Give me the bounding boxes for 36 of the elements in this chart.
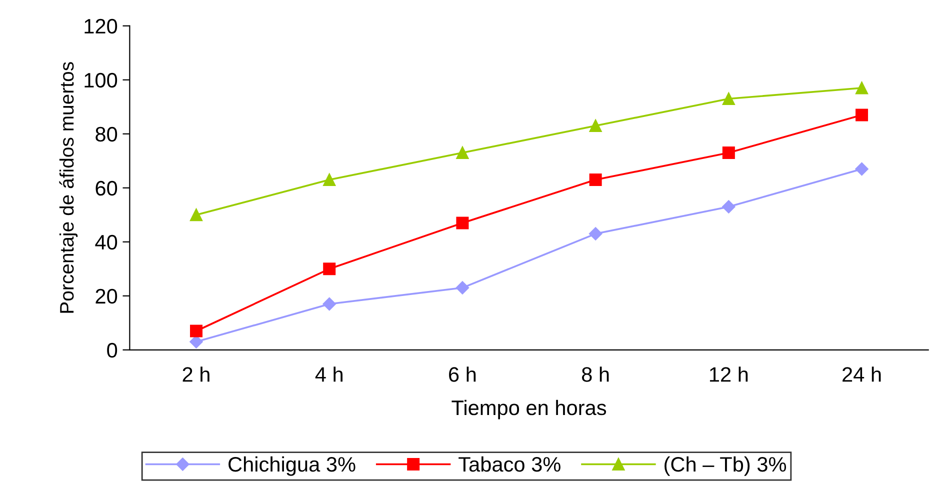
y-tick-label: 0 xyxy=(107,342,118,358)
x-axis-title: Tiempo en horas xyxy=(452,400,606,420)
x-tick-label: 2 h xyxy=(182,366,210,382)
x-tick-label: 6 h xyxy=(449,366,476,382)
x-tick-label: 8 h xyxy=(582,366,609,382)
y-tick-label: 40 xyxy=(95,234,118,250)
x-tick-label: 24 h xyxy=(842,366,881,382)
y-axis-title: Porcentaje de áfidos muertos xyxy=(59,62,78,313)
y-tick-label: 60 xyxy=(96,180,118,196)
y-tick-label: 80 xyxy=(96,126,118,142)
point xyxy=(323,174,336,186)
legend-label: Chichigua 3% xyxy=(228,456,356,476)
legend-label: Tabaco 3% xyxy=(458,456,560,472)
point xyxy=(856,108,868,122)
point xyxy=(190,208,202,222)
point xyxy=(456,281,470,294)
point xyxy=(456,146,469,160)
legend-label: (Ch – Tb) 3% xyxy=(664,456,786,476)
y-tick-label: 100 xyxy=(84,72,118,88)
point xyxy=(322,297,336,311)
point xyxy=(589,174,602,186)
point xyxy=(190,335,203,348)
point xyxy=(190,324,202,338)
point xyxy=(456,216,469,230)
y-tick-label: 20 xyxy=(96,288,118,304)
point xyxy=(588,227,602,240)
point xyxy=(856,82,868,94)
point xyxy=(855,162,868,176)
x-tick-label: 4 h xyxy=(315,366,342,382)
x-tick-label: 12 h xyxy=(710,366,748,382)
point xyxy=(722,92,735,106)
point xyxy=(323,262,336,276)
point xyxy=(589,120,602,132)
y-tick-label: 120 xyxy=(84,18,118,34)
point xyxy=(722,200,736,214)
point xyxy=(722,146,735,160)
